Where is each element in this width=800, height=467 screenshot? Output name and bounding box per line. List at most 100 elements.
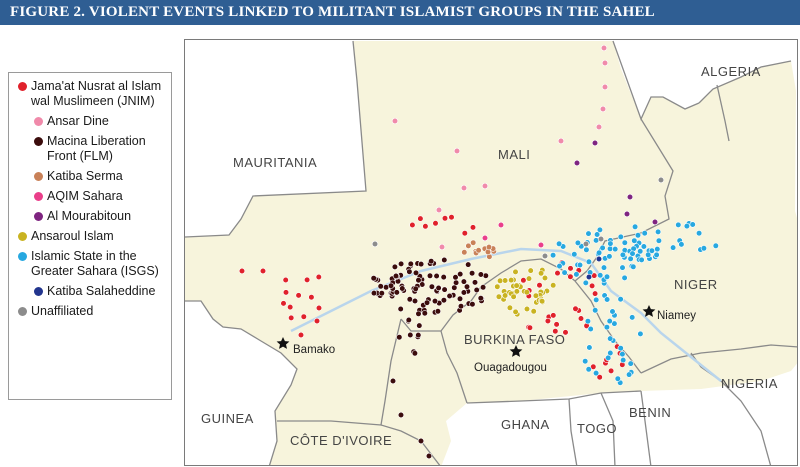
map-canvas: ALGERIA MAURITANIA MALI NIGER BURKINA FA… — [185, 40, 797, 465]
event-dot — [396, 334, 403, 341]
event-dot — [550, 312, 557, 319]
event-dot — [469, 270, 476, 277]
event-dot — [571, 251, 578, 258]
country-label-benin: BENIN — [629, 405, 671, 420]
event-dot — [653, 251, 660, 258]
event-dot — [641, 230, 648, 237]
event-dot — [465, 261, 472, 268]
event-dot — [596, 374, 603, 381]
event-dot — [422, 223, 429, 230]
event-dot — [655, 237, 663, 244]
event-dot — [605, 354, 612, 362]
legend-item: Unaffiliated — [17, 304, 167, 319]
event-dot — [435, 206, 443, 214]
event-dot — [432, 220, 439, 227]
event-dot — [417, 437, 425, 445]
event-dot — [537, 270, 545, 277]
event-dot — [460, 184, 468, 192]
event-dot — [541, 252, 549, 260]
event-dot — [619, 251, 627, 258]
event-dot — [588, 282, 596, 290]
event-dot — [416, 322, 423, 329]
event-dot — [433, 272, 440, 280]
event-dot — [626, 193, 634, 201]
event-dot — [480, 284, 487, 291]
event-dot — [619, 351, 626, 358]
legend-label: Al Mourabitoun — [47, 209, 132, 223]
event-dot — [596, 226, 604, 233]
event-dot — [397, 305, 404, 313]
event-dot — [469, 301, 476, 308]
event-dot — [287, 304, 294, 311]
event-dot — [378, 290, 385, 297]
event-dot — [695, 230, 703, 237]
event-dot — [627, 360, 634, 367]
event-dot — [583, 246, 590, 253]
event-dot — [606, 245, 614, 252]
event-dot — [556, 263, 563, 270]
event-dot — [597, 272, 604, 279]
event-dot — [530, 308, 537, 315]
event-dot — [313, 317, 321, 325]
event-dot — [645, 251, 652, 258]
event-dot — [418, 261, 425, 268]
event-dot — [606, 318, 613, 325]
event-dot — [288, 314, 295, 322]
event-dot — [573, 271, 580, 278]
event-dot — [415, 310, 422, 317]
event-dot — [630, 263, 637, 270]
country-label-mali: MALI — [498, 147, 530, 162]
event-dot — [536, 282, 543, 289]
event-dot — [431, 298, 439, 305]
event-dot — [411, 350, 419, 357]
event-dot — [477, 295, 484, 302]
event-dot — [481, 182, 489, 190]
event-dot — [550, 282, 557, 289]
event-dot — [629, 314, 636, 321]
niger-river — [290, 247, 722, 382]
event-dot — [481, 234, 489, 242]
event-dot — [494, 283, 501, 290]
event-dot — [406, 268, 413, 275]
capital-bamako: Bamako — [276, 337, 335, 356]
event-dot — [407, 260, 414, 268]
event-dot — [603, 296, 611, 303]
legend-item: Macina Liberation Front (FLM) — [17, 134, 167, 164]
city-label-niamey: Niamey — [657, 310, 696, 322]
event-dot — [389, 377, 397, 385]
star-icon — [276, 337, 290, 349]
event-dot — [678, 241, 685, 248]
legend-label: Katiba Serma — [47, 169, 123, 183]
event-dot — [544, 317, 552, 325]
country-label-togo: TOGO — [577, 421, 617, 436]
legend-item: Katiba Salaheddine — [17, 284, 167, 299]
event-dot — [585, 273, 593, 281]
country-label-niger: NIGER — [674, 277, 718, 292]
legend-item: Ansar Dine — [17, 114, 167, 129]
event-dot — [627, 255, 634, 262]
star-icon — [642, 305, 656, 317]
event-dot — [573, 159, 581, 167]
event-dot — [370, 275, 377, 282]
event-dot — [584, 318, 592, 325]
event-dot — [561, 269, 568, 276]
capital-ouagadougou: Ouagadougou — [474, 345, 547, 374]
event-dot — [603, 273, 611, 280]
event-dot — [463, 283, 471, 290]
event-dot — [637, 248, 644, 255]
event-dot — [520, 277, 527, 284]
event-dot — [585, 258, 593, 265]
event-dot — [538, 298, 546, 305]
legend-item: Ansaroul Islam — [17, 229, 167, 244]
event-dot — [553, 321, 560, 328]
event-dot — [425, 452, 433, 460]
event-dot — [638, 256, 645, 264]
figure-title: FIGURE 2. VIOLENT EVENTS LINKED TO MILIT… — [0, 0, 800, 25]
event-dot — [572, 305, 579, 312]
legend-dot-icon — [34, 172, 43, 181]
event-dot — [609, 308, 616, 315]
event-dot — [510, 293, 517, 300]
event-dot — [591, 139, 599, 147]
event-dot — [587, 325, 594, 333]
legend-dot-icon — [34, 287, 43, 296]
